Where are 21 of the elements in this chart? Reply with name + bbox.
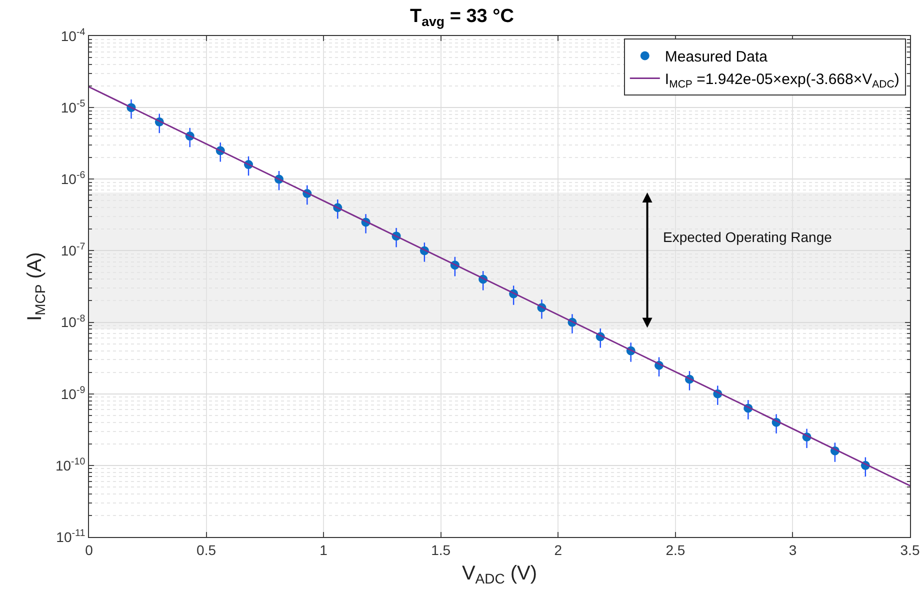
legend-label: I$_{MCP}$ =1.942e-05×exp(-3.668×V$_{ADC}$) (664, 71, 900, 90)
x-tick-label: 0 (85, 542, 94, 558)
x-tick-label: 0.5 (196, 542, 216, 558)
band-label: Expected Operating Range (663, 229, 832, 245)
x-axis-title: V$_{ADC}$ (V) (462, 562, 538, 586)
y-tick-label: 10$^{-6}$ (60, 170, 86, 188)
x-tick-label: 3 (788, 542, 797, 558)
y-tick-label: 10$^{-9}$ (60, 384, 86, 402)
y-tick-label: 10$^{-4}$ (60, 27, 86, 44)
x-tick-label: 3.5 (900, 542, 920, 558)
x-tick-label: 2 (554, 542, 562, 558)
y-tick-label: 10$^{-10}$ (55, 456, 86, 474)
y-tick-label: 10$^{-8}$ (60, 313, 86, 330)
legend-label: Measured Data (664, 48, 768, 66)
chart-title: T$_{avg}$ = 33 °C (410, 6, 514, 30)
x-tick-label: 2.5 (666, 542, 686, 558)
x-tick-label: 1.5 (431, 542, 451, 558)
x-tick-label: 1 (320, 542, 328, 558)
y-tick-label: 10$^{-7}$ (60, 242, 86, 259)
y-tick-label: 10$^{-11}$ (56, 528, 86, 545)
y-tick-label: 10$^{-5}$ (60, 98, 86, 116)
